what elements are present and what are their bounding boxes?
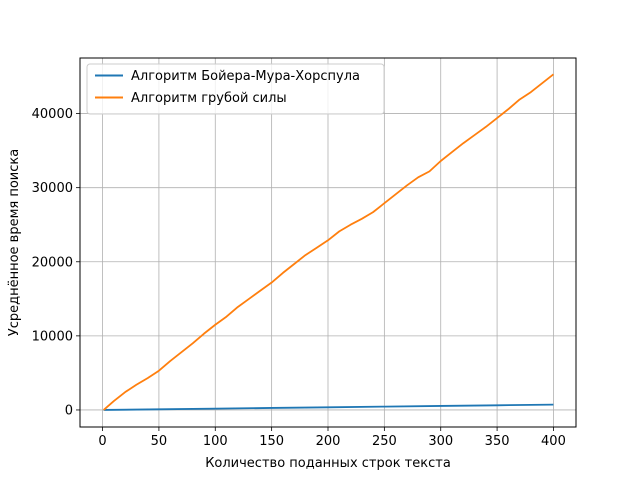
y-axis-label: Усреднённое время поиска: [7, 149, 22, 336]
x-tick-label: 150: [259, 434, 284, 449]
y-tick-label: 0: [65, 403, 73, 418]
x-tick-label: 300: [428, 434, 453, 449]
x-tick-label: 400: [541, 434, 566, 449]
legend-box: [86, 63, 385, 115]
x-tick-label: 100: [203, 434, 228, 449]
y-tick-label: 20000: [32, 255, 73, 270]
x-tick-label: 0: [98, 434, 106, 449]
series-layer: [103, 73, 555, 411]
y-tick-label: 10000: [32, 329, 73, 344]
x-tick-label: 50: [151, 434, 168, 449]
x-axis-label: Количество поданных строк текста: [205, 456, 451, 471]
x-tick-label: 350: [485, 434, 510, 449]
series-line-0: [103, 403, 554, 411]
legend-label-1: Алгоритм грубой силы: [131, 91, 287, 106]
series-line-1: [103, 73, 555, 411]
legend-label-0: Алгоритм Бойера-Мура-Хорспула: [131, 69, 360, 84]
y-tick-label: 30000: [32, 181, 73, 196]
y-axis-ticks: 0 10000 20000 30000 40000: [32, 107, 80, 418]
x-tick-label: 200: [316, 434, 341, 449]
x-axis-ticks: 0 50 100 150 200 250 300 350 400: [98, 427, 566, 449]
x-tick-label: 250: [372, 434, 397, 449]
legend: Алгоритм Бойера-Мура-Хорспула Алгоритм г…: [86, 63, 385, 115]
y-tick-label: 40000: [32, 107, 73, 122]
